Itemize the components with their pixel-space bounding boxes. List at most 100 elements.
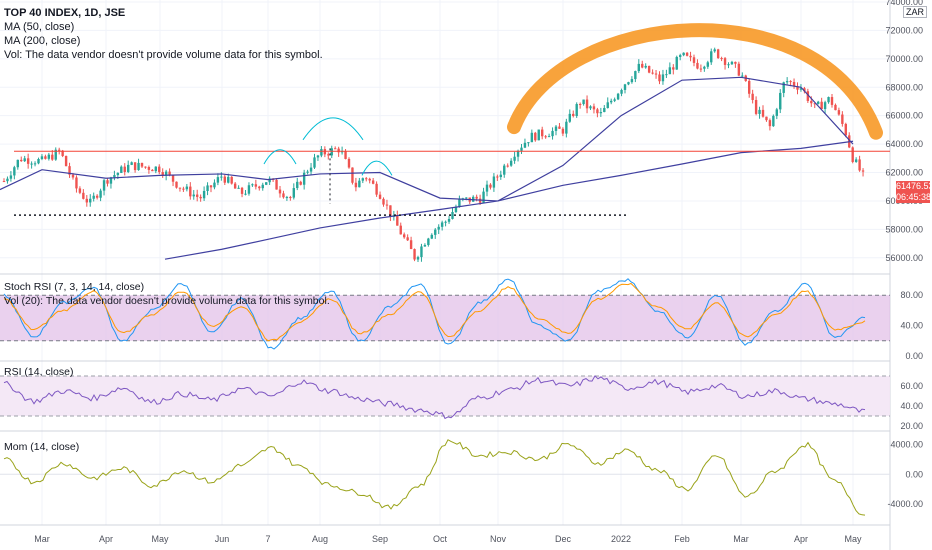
legend-ma50[interactable]: MA (50, close) xyxy=(4,21,75,33)
candle-body xyxy=(437,226,440,230)
candle-body xyxy=(758,109,761,114)
candle-body xyxy=(427,238,430,245)
candle-body xyxy=(102,180,106,191)
candle-body xyxy=(858,159,861,171)
candle-body xyxy=(78,188,82,193)
candle-body xyxy=(830,97,834,105)
candle-body xyxy=(430,234,433,239)
stoch-rsi-label[interactable]: Stoch RSI (7, 3, 14, 14, close) xyxy=(4,281,145,293)
rsi-pane[interactable] xyxy=(0,375,890,420)
candle-body xyxy=(613,99,616,101)
candle-body xyxy=(144,166,147,168)
candle-body xyxy=(547,136,551,138)
price-pane[interactable] xyxy=(0,23,890,262)
legend-volume[interactable]: Vol: The data vendor doesn't provide vol… xyxy=(4,49,323,61)
candle-body xyxy=(837,110,841,115)
candle-body xyxy=(358,180,361,188)
candle-body xyxy=(423,244,427,247)
candle-body xyxy=(95,195,99,198)
candle-body xyxy=(123,166,126,172)
candle-body xyxy=(89,198,92,203)
candle-body xyxy=(385,204,389,206)
candle-body xyxy=(285,197,289,199)
candle-body xyxy=(634,71,637,80)
volume-20-label[interactable]: Vol (20): The data vendor doesn't provid… xyxy=(4,295,330,307)
candle-body xyxy=(685,52,689,56)
candle-body xyxy=(772,115,775,127)
rsi-label[interactable]: RSI (14, close) xyxy=(4,366,74,378)
candle-body xyxy=(196,194,199,197)
time-tick-label: May xyxy=(844,534,862,544)
candle-body xyxy=(558,126,561,129)
candle-body xyxy=(616,93,620,100)
time-axis[interactable]: Mar Apr May Jun 7 Aug Sep Oct Nov Dec 2022 Feb Mar Ap… xyxy=(34,534,862,544)
time-tick-label: 7 xyxy=(265,534,270,544)
candle-body xyxy=(720,58,723,60)
candle-body xyxy=(82,192,85,199)
currency-badge[interactable]: ZAR xyxy=(903,6,927,18)
price-tick-label: 70000.00 xyxy=(885,54,923,64)
candle-body xyxy=(237,187,240,189)
head-arc xyxy=(302,117,364,141)
candle-body xyxy=(116,172,120,176)
candle-body xyxy=(16,159,19,168)
candle-body xyxy=(527,142,530,144)
candle-body xyxy=(344,151,347,159)
candle-body xyxy=(827,97,830,103)
candle-body xyxy=(682,52,685,56)
time-tick-label: Apr xyxy=(99,534,113,544)
candle-body xyxy=(482,191,485,203)
momentum-pane[interactable] xyxy=(0,439,890,516)
candle-body xyxy=(716,49,720,59)
candle-body xyxy=(761,109,765,117)
candle-body xyxy=(378,194,382,199)
candle-body xyxy=(396,215,399,226)
stoch-rsi-pane[interactable] xyxy=(0,278,890,350)
candle-body xyxy=(199,196,202,199)
candle-body xyxy=(192,194,195,197)
candle-body xyxy=(64,155,68,167)
candle-body xyxy=(765,116,768,121)
candle-body xyxy=(161,172,164,176)
price-tick-label: 74000.00 xyxy=(885,0,923,7)
legend-ma200[interactable]: MA (200, close) xyxy=(4,35,81,47)
price-axis[interactable]: 56000.0058000.0060000.0062000.0064000.00… xyxy=(885,0,923,509)
candle-body xyxy=(644,65,647,68)
candle-body xyxy=(23,158,26,162)
candle-body xyxy=(575,104,578,116)
candle-body xyxy=(227,176,230,183)
time-tick-label: Sep xyxy=(372,534,388,544)
candle-body xyxy=(489,184,492,188)
candle-body xyxy=(354,182,358,188)
candle-body xyxy=(454,206,458,212)
candle-body xyxy=(475,196,478,199)
candle-body xyxy=(516,150,520,157)
candle-body xyxy=(854,159,858,162)
candle-body xyxy=(585,99,589,109)
candle-body xyxy=(158,166,161,173)
candle-body xyxy=(296,181,299,189)
candle-body xyxy=(316,155,320,158)
candle-body xyxy=(603,108,606,113)
candle-body xyxy=(61,150,64,156)
momentum-line xyxy=(3,439,866,516)
candle-body xyxy=(185,186,189,190)
candle-body xyxy=(313,157,316,168)
mom-tick-label: 4000.00 xyxy=(890,439,923,449)
candle-body xyxy=(334,148,337,150)
candle-body xyxy=(647,65,651,73)
mom-tick-label: 0.00 xyxy=(905,469,923,479)
candle-body xyxy=(748,80,751,94)
candle-body xyxy=(544,136,547,138)
price-tick-label: 72000.00 xyxy=(885,25,923,35)
candle-body xyxy=(565,121,568,134)
momentum-label[interactable]: Mom (14, close) xyxy=(4,441,80,453)
candle-body xyxy=(92,195,95,199)
candle-body xyxy=(168,171,171,175)
candle-body xyxy=(140,162,144,167)
candle-body xyxy=(665,74,668,76)
time-tick-label: Jun xyxy=(215,534,230,544)
symbol-title[interactable]: TOP 40 INDEX, 1D, JSE xyxy=(4,7,126,19)
time-tick-label: Apr xyxy=(794,534,808,544)
